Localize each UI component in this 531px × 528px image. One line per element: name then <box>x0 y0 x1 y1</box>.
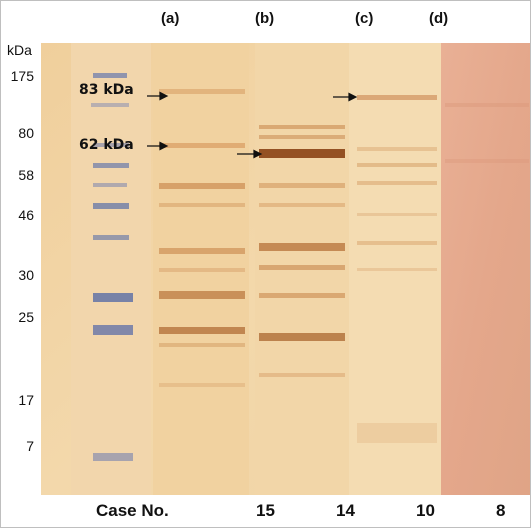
case-number-lane-d: 8 <box>496 501 506 520</box>
arrow-lane-b <box>237 149 263 159</box>
arrows <box>147 91 358 159</box>
case-number-lane-a: 15 <box>256 501 275 520</box>
mw-marker: 17 <box>18 392 34 408</box>
mw-marker: 25 <box>18 309 34 325</box>
case-number-lane-c: 10 <box>416 501 435 520</box>
case-number-lane-b: 14 <box>336 501 355 520</box>
lane-c <box>349 43 441 495</box>
mw-marker: 80 <box>18 125 34 141</box>
arrow-label-83kda: 83 kDa <box>79 82 134 98</box>
blot-membrane-image <box>41 43 530 495</box>
mw-marker: 46 <box>18 207 34 223</box>
panel-label-d: (d) <box>429 10 449 27</box>
panel-label-a: (a) <box>161 10 180 27</box>
mw-marker: 30 <box>18 267 34 283</box>
lane-a <box>153 43 249 495</box>
arrow-62kda-lane-a <box>147 141 169 151</box>
arrow-83kda-lane-a <box>147 91 169 101</box>
arrow-lane-c <box>333 92 358 102</box>
lane-b <box>255 43 349 495</box>
lane-d <box>441 43 530 495</box>
mw-marker: 7 <box>26 438 34 454</box>
mw-marker: 58 <box>18 167 34 183</box>
panel-label-c: (c) <box>355 10 374 27</box>
ladder-lane <box>71 43 151 495</box>
mw-marker: 175 <box>10 68 34 84</box>
case-heading: Case No. <box>96 501 169 520</box>
arrow-label-62kda: 62 kDa <box>79 137 134 153</box>
panel-label-b: (b) <box>255 10 275 27</box>
mw-unit-label: kDa <box>7 42 32 58</box>
